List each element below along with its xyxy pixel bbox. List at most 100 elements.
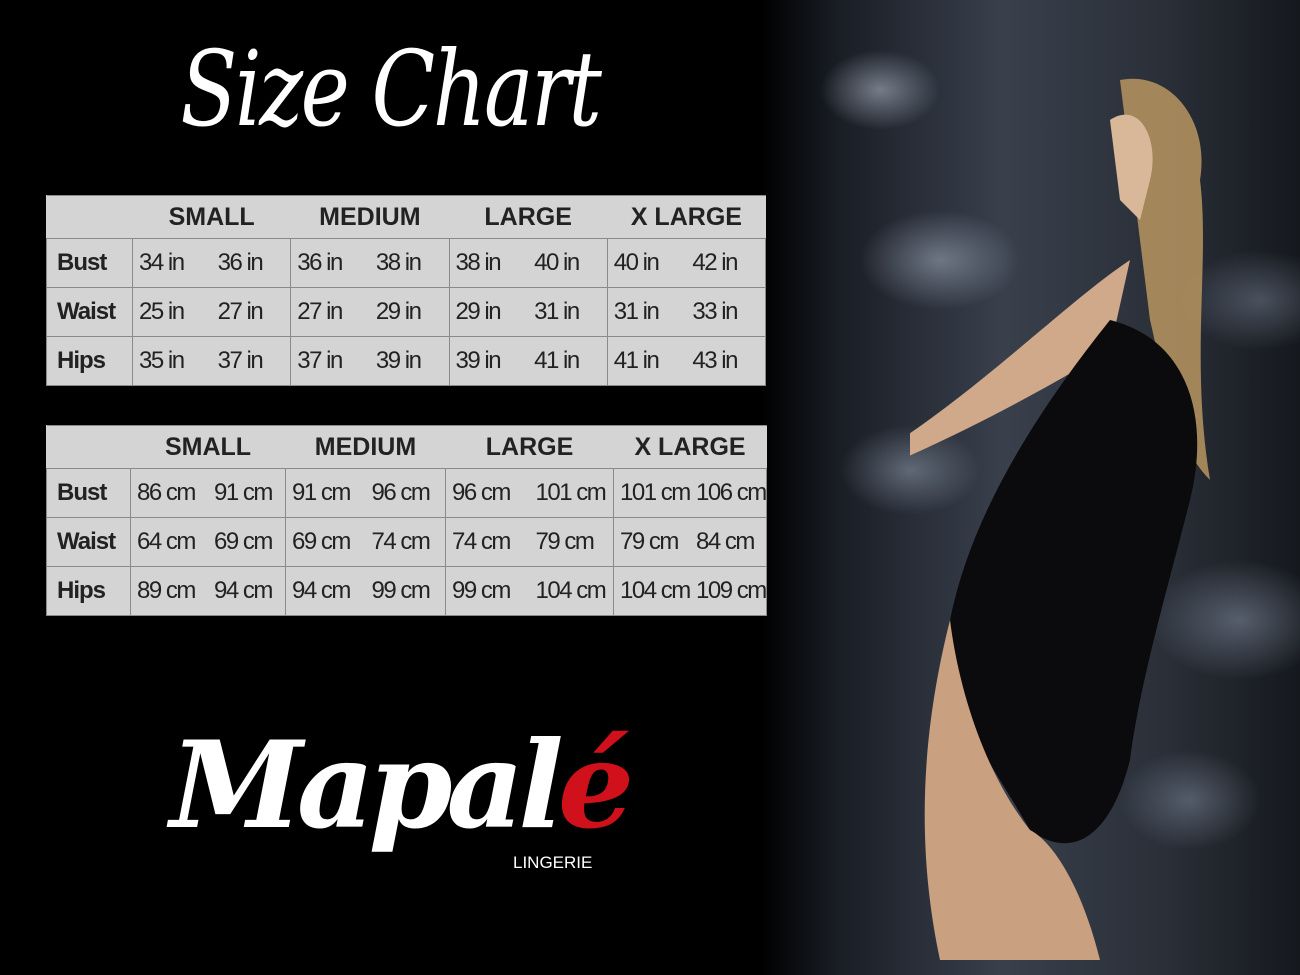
measurement-value: 79 cm bbox=[620, 528, 679, 555]
measurement-value: 43 in bbox=[692, 347, 738, 374]
table-row: Waist 64 cm 69 cm 69 cm 74 cm 74 cm 79 cm 79 cm… bbox=[46, 517, 767, 567]
measurement-label: Bust bbox=[46, 238, 133, 288]
measurement-value: 94 cm bbox=[292, 577, 351, 604]
size-header: SMALL bbox=[132, 195, 291, 239]
measurement-value: 25 in bbox=[139, 298, 185, 325]
size-cell: 91 cm 96 cm bbox=[285, 468, 446, 518]
measurement-value: 38 in bbox=[375, 249, 422, 276]
size-cell: 40 in 42 in bbox=[606, 238, 767, 288]
size-cell: 39 in 41 in bbox=[448, 336, 608, 386]
measurement-label: Waist bbox=[46, 517, 131, 567]
measurement-value: 40 in bbox=[613, 249, 660, 276]
measurement-value: 38 in bbox=[455, 249, 502, 276]
measurement-value: 89 cm bbox=[137, 577, 196, 604]
size-cell: 104 cm 109 cm bbox=[613, 566, 767, 616]
size-cell: 38 in 40 in bbox=[448, 238, 608, 288]
size-header: LARGE bbox=[449, 195, 608, 239]
size-cell: 35 in 37 in bbox=[131, 336, 292, 386]
measurement-value: 27 in bbox=[297, 298, 343, 325]
measurement-value: 109 cm bbox=[696, 577, 767, 604]
measurement-value: 74 cm bbox=[371, 528, 431, 555]
measurement-value: 40 in bbox=[534, 249, 580, 276]
logo-wordmark: Mapalé bbox=[170, 715, 634, 856]
table-header-row: SMALL MEDIUM LARGE X LARGE bbox=[46, 425, 767, 469]
measurement-value: 104 cm bbox=[620, 577, 691, 604]
measurement-value: 101 cm bbox=[535, 479, 607, 506]
size-table-inches: SMALL MEDIUM LARGE X LARGE Bust 34 in 36 i… bbox=[46, 195, 767, 386]
size-header: LARGE bbox=[445, 425, 614, 469]
logo-subtitle: LINGERIE bbox=[513, 853, 593, 872]
size-cell: 36 in 38 in bbox=[290, 238, 450, 288]
measurement-value: 37 in bbox=[217, 347, 264, 374]
size-cell: 29 in 31 in bbox=[448, 287, 608, 337]
size-header: X LARGE bbox=[613, 425, 767, 469]
size-cell: 41 in 43 in bbox=[606, 336, 767, 386]
measurement-value: 69 cm bbox=[214, 528, 273, 555]
size-table-cm: SMALL MEDIUM LARGE X LARGE Bust 86 cm 91 c… bbox=[46, 425, 767, 616]
size-cell: 27 in 29 in bbox=[290, 287, 450, 337]
measurement-label: Bust bbox=[46, 468, 131, 518]
table-row: Hips 89 cm 94 cm 94 cm 99 cm 99 cm 104 cm 104 c… bbox=[46, 566, 767, 616]
measurement-value: 34 in bbox=[139, 249, 185, 276]
measurement-value: 94 cm bbox=[214, 577, 273, 604]
measurement-value: 84 cm bbox=[696, 528, 755, 555]
size-header: MEDIUM bbox=[285, 425, 446, 469]
table-row: Hips 35 in 37 in 37 in 39 in 39 in 41 in 41 in 4… bbox=[46, 336, 767, 386]
size-cell: 25 in 27 in bbox=[131, 287, 292, 337]
measurement-value: 29 in bbox=[375, 298, 422, 325]
size-cell: 86 cm 91 cm bbox=[130, 468, 286, 518]
size-cell: 94 cm 99 cm bbox=[285, 566, 446, 616]
measurement-label: Hips bbox=[46, 566, 131, 616]
measurement-value: 69 cm bbox=[292, 528, 351, 555]
size-cell: 31 in 33 in bbox=[606, 287, 767, 337]
size-cell: 101 cm 106 cm bbox=[613, 468, 767, 518]
size-cell: 89 cm 94 cm bbox=[130, 566, 286, 616]
model-photo bbox=[760, 0, 1300, 975]
measurement-value: 39 in bbox=[455, 347, 502, 374]
measurement-value: 35 in bbox=[139, 347, 185, 374]
measurement-label: Waist bbox=[46, 287, 133, 337]
size-cell: 64 cm 69 cm bbox=[130, 517, 286, 567]
size-cell: 79 cm 84 cm bbox=[613, 517, 767, 567]
measurement-value: 96 cm bbox=[371, 479, 431, 506]
size-header: SMALL bbox=[130, 425, 286, 469]
measurement-value: 106 cm bbox=[696, 479, 767, 506]
table-row: Waist 25 in 27 in 27 in 29 in 29 in 31 in 31 in… bbox=[46, 287, 767, 337]
size-cell: 99 cm 104 cm bbox=[445, 566, 614, 616]
table-header-row: SMALL MEDIUM LARGE X LARGE bbox=[46, 195, 766, 239]
measurement-value: 41 in bbox=[613, 347, 660, 374]
measurement-value: 101 cm bbox=[620, 479, 691, 506]
measurement-value: 79 cm bbox=[535, 528, 595, 555]
table-row: Bust 34 in 36 in 36 in 38 in 38 in 40 in 40 in 4… bbox=[46, 238, 767, 288]
measurement-value: 31 in bbox=[613, 298, 660, 325]
size-cell: 96 cm 101 cm bbox=[445, 468, 614, 518]
measurement-value: 91 cm bbox=[292, 479, 351, 506]
measurement-label: Hips bbox=[46, 336, 133, 386]
measurement-value: 37 in bbox=[297, 347, 343, 374]
measurement-value: 27 in bbox=[217, 298, 264, 325]
size-cell: 69 cm 74 cm bbox=[285, 517, 446, 567]
measurement-value: 91 cm bbox=[214, 479, 273, 506]
size-cell: 34 in 36 in bbox=[131, 238, 292, 288]
brand-logo: Mapalé LINGERIE bbox=[170, 715, 634, 885]
table-row: Bust 86 cm 91 cm 91 cm 96 cm 96 cm 101 cm 101 c… bbox=[46, 468, 767, 518]
measurement-value: 31 in bbox=[534, 298, 580, 325]
measurement-value: 36 in bbox=[217, 249, 264, 276]
measurement-value: 42 in bbox=[692, 249, 738, 276]
size-cell: 74 cm 79 cm bbox=[445, 517, 614, 567]
measurement-value: 96 cm bbox=[452, 479, 511, 506]
measurement-value: 74 cm bbox=[452, 528, 511, 555]
measurement-value: 41 in bbox=[534, 347, 580, 374]
measurement-value: 64 cm bbox=[137, 528, 196, 555]
measurement-value: 36 in bbox=[297, 249, 343, 276]
size-header: MEDIUM bbox=[290, 195, 449, 239]
measurement-value: 99 cm bbox=[371, 577, 431, 604]
size-cell: 37 in 39 in bbox=[290, 336, 450, 386]
measurement-value: 104 cm bbox=[535, 577, 607, 604]
model-silhouette bbox=[910, 78, 1210, 960]
measurement-value: 33 in bbox=[692, 298, 738, 325]
size-header: X LARGE bbox=[607, 195, 766, 239]
measurement-value: 99 cm bbox=[452, 577, 511, 604]
measurement-value: 86 cm bbox=[137, 479, 196, 506]
page-title: Size Chart bbox=[180, 28, 602, 150]
